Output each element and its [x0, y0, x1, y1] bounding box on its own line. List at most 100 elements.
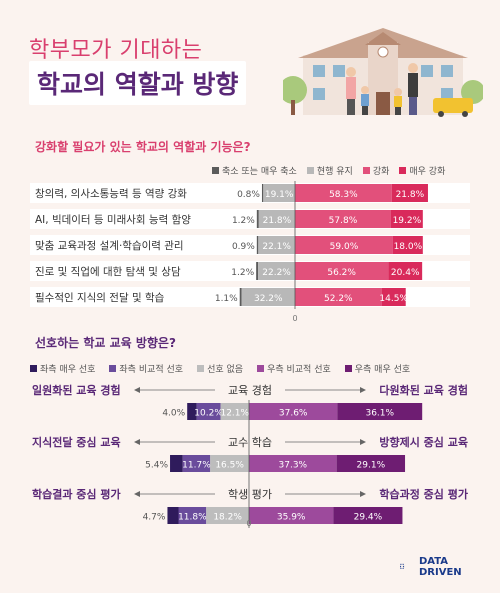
data-label: 12.1% — [220, 409, 249, 419]
legend-item: 우측 비교적 선호 — [257, 362, 331, 375]
data-driven-logo-icon — [400, 563, 405, 569]
data-label: 0.9% — [232, 242, 255, 252]
data-label: 22.2% — [262, 268, 291, 278]
bar-maintain — [258, 210, 295, 228]
data-label: 4.0% — [162, 409, 185, 419]
data-label: 10.2% — [194, 409, 223, 419]
bar-neutral — [220, 403, 249, 420]
bar-shrink — [239, 288, 242, 306]
bar-strengthen — [295, 184, 392, 202]
data-label: 11.7% — [182, 461, 211, 471]
bar-right-strong — [333, 507, 403, 524]
bar-left-strong — [187, 403, 197, 420]
right-option-label: 다원화된 교육 경험 — [379, 383, 468, 397]
bar-right-moderate — [249, 403, 338, 420]
chart-role-strengthening: 창의력, 의사소통능력 등 역량 강화 0.8% 19.1% 58.3% 21.8% AI… — [30, 181, 470, 323]
data-label: 59.0% — [330, 242, 359, 252]
category-label: 교수 학습 — [228, 436, 272, 449]
legend-item: 좌측 매우 선호 — [30, 362, 95, 375]
data-label: 52.2% — [324, 294, 353, 304]
bar-maintain — [263, 184, 295, 202]
category-label: AI, 빅데이터 등 미래사회 능력 함양 — [35, 214, 191, 226]
bar-shrink — [256, 262, 259, 280]
legend-item: 강화 — [362, 164, 389, 177]
category-label: 교육 경험 — [228, 384, 272, 397]
bar-strengthen — [295, 236, 393, 254]
bar-strengthen — [295, 210, 391, 228]
data-label: 37.6% — [279, 409, 308, 419]
right-option-label: 방향제시 중심 교육 — [379, 435, 468, 449]
data-label: 0.8% — [237, 190, 260, 200]
page-title-line2: 학교의 역할과 방향 — [29, 61, 247, 105]
brand-logo-text: DATA DRIVEN — [419, 556, 462, 578]
bar-neutral — [210, 455, 249, 472]
legend-item: 좌측 비교적 선호 — [109, 362, 183, 375]
data-label: 14.5% — [379, 294, 408, 304]
category-label: 맞춤 교육과정 설계·학습이력 관리 — [35, 240, 184, 252]
bar-right-moderate — [249, 455, 337, 472]
data-label: 37.3% — [279, 461, 308, 471]
data-label: 1.2% — [231, 268, 254, 278]
bar-maintain — [241, 288, 295, 306]
bar-right-strong — [337, 403, 423, 420]
bar-maintain — [258, 236, 295, 254]
data-label: 19.1% — [265, 190, 294, 200]
legend-item: 현행 유지 — [306, 164, 353, 177]
arrow-left-icon — [134, 439, 140, 445]
page-title-line1: 학부모가 기대하는 — [29, 38, 203, 63]
axis-zero-label: 0 — [292, 314, 297, 323]
bar-strongly-strengthen — [392, 236, 423, 254]
left-option-label: 일원화된 교육 경험 — [32, 383, 121, 397]
bar-left-strong — [170, 455, 183, 472]
axis-zero-label: 0 — [246, 519, 251, 528]
data-label: 5.4% — [145, 461, 168, 471]
category-label: 학생 평가 — [228, 488, 272, 501]
data-label: 18.0% — [394, 242, 423, 252]
data-label: 11.8% — [178, 513, 207, 523]
data-label: 36.1% — [365, 409, 394, 419]
bar-left-strong — [167, 507, 179, 524]
legend-item: 선호 없음 — [197, 362, 243, 375]
data-label: 32.2% — [254, 294, 283, 304]
bar-neutral — [206, 507, 249, 524]
arrow-right-icon — [360, 439, 366, 445]
bar-right-moderate — [249, 507, 334, 524]
data-label: 4.7% — [143, 513, 166, 523]
legend-item: 축소 또는 매우 축소 — [212, 164, 297, 177]
bar-strengthen — [295, 288, 382, 306]
legend-item: 우측 매우 선호 — [344, 362, 410, 375]
data-label: 29.4% — [354, 513, 383, 523]
bar-strongly-strengthen — [388, 262, 423, 280]
data-label: 29.1% — [357, 461, 386, 471]
section1-legend: 축소 또는 매우 축소 현행 유지 강화 매우 강화 — [212, 164, 445, 177]
data-label: 22.1% — [262, 242, 291, 252]
data-label: 18.2% — [213, 513, 242, 523]
bar-shrink — [256, 210, 259, 228]
left-option-label: 지식전달 중심 교육 — [32, 435, 121, 449]
category-label: 진로 및 직업에 대한 탐색 및 상담 — [35, 265, 181, 278]
bar-maintain — [258, 262, 295, 280]
data-label: 1.2% — [232, 216, 255, 226]
data-label: 20.4% — [391, 268, 420, 278]
section1-title: 강화할 필요가 있는 학교의 역할과 기능은? — [35, 140, 251, 154]
bar-strongly-strengthen — [390, 210, 423, 228]
right-option-label: 학습과정 중심 평가 — [379, 487, 468, 501]
data-label: 58.3% — [329, 190, 358, 200]
data-label: 19.2% — [393, 216, 422, 226]
bar-right-strong — [336, 455, 406, 472]
arrow-right-icon — [360, 387, 366, 393]
bar-strengthen — [295, 262, 389, 280]
arrow-right-icon — [360, 491, 366, 497]
bar-left-moderate — [196, 403, 221, 420]
data-label: 35.9% — [277, 513, 306, 523]
category-label: 창의력, 의사소통능력 등 역량 강화 — [35, 188, 187, 200]
bar-strongly-strengthen — [381, 288, 406, 306]
data-label: 21.8% — [396, 190, 425, 200]
data-label: 57.8% — [329, 216, 358, 226]
school-illustration-icon — [283, 28, 483, 117]
arrow-left-icon — [134, 491, 140, 497]
bar-shrink — [256, 236, 259, 254]
bar-shrink — [261, 184, 264, 202]
bar-left-moderate — [178, 507, 207, 524]
arrow-left-icon — [134, 387, 140, 393]
